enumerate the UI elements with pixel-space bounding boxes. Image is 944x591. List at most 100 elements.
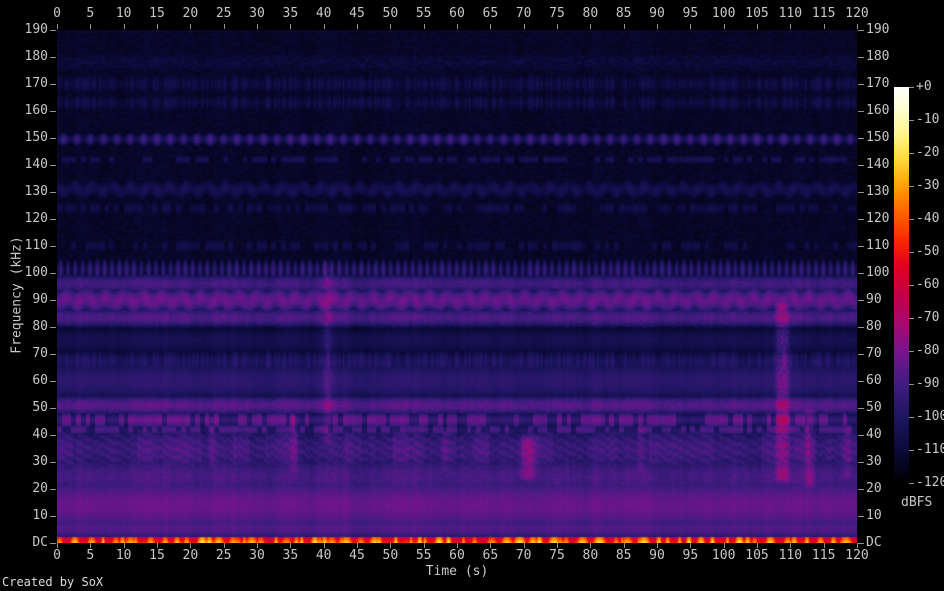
footer-credit: Created by SoX: [2, 575, 104, 589]
x-tick-mark: [357, 24, 358, 29]
y-tick-label: 150: [866, 130, 890, 145]
x-tick-label: 40: [315, 548, 332, 563]
x-tick-label: 50: [382, 6, 399, 21]
y-tick-label: 170: [24, 76, 48, 91]
x-tick-label: 115: [811, 548, 836, 563]
colorbar-tick-mark: [909, 450, 914, 451]
x-tick-mark: [324, 24, 325, 29]
y-tick-mark: [50, 57, 56, 58]
colorbar-tick-mark: [909, 417, 914, 418]
y-tick-label: 30: [866, 454, 882, 469]
colorbar-tick-mark: [909, 252, 914, 253]
y-tick-label: 40: [866, 427, 882, 442]
x-tick-label: 65: [482, 6, 499, 21]
colorbar-tick-label: -120: [916, 475, 944, 490]
y-tick-label: 140: [24, 157, 48, 172]
x-tick-label: 105: [745, 548, 769, 563]
x-tick-mark: [157, 24, 158, 29]
y-tick-label: 90: [866, 292, 882, 307]
x-tick-label: 30: [249, 548, 265, 563]
colorbar-tick-mark: [909, 87, 914, 88]
y-tick-mark: [50, 219, 56, 220]
y-tick-mark: [50, 516, 56, 517]
x-tick-mark: [424, 543, 425, 548]
y-tick-label: 90: [32, 292, 48, 307]
y-tick-label: 110: [866, 238, 890, 253]
y-tick-mark: [50, 462, 56, 463]
colorbar-tick-mark: [909, 219, 914, 220]
colorbar-tick-mark: [909, 120, 914, 121]
y-tick-label: 10: [866, 508, 882, 523]
x-tick-mark: [724, 543, 725, 548]
y-tick-label: 160: [866, 103, 890, 118]
y-tick-mark: [858, 84, 864, 85]
x-tick-label: 80: [582, 548, 599, 563]
x-tick-label: 65: [482, 548, 499, 563]
colorbar-tick-mark: [909, 351, 914, 352]
x-tick-mark: [457, 24, 458, 29]
y-tick-label: 10: [32, 508, 48, 523]
x-tick-label: 70: [515, 6, 532, 21]
x-tick-mark: [690, 24, 691, 29]
y-tick-mark: [50, 246, 56, 247]
x-tick-label: 15: [149, 548, 165, 563]
y-tick-label: 100: [866, 265, 890, 280]
colorbar-tick-mark: [909, 285, 914, 286]
y-tick-label: 180: [24, 49, 48, 64]
x-tick-mark: [424, 24, 425, 29]
x-tick-label: 10: [115, 6, 132, 21]
colorbar-tick-label: -30: [916, 178, 940, 193]
y-tick-label: 20: [866, 481, 882, 496]
x-tick-mark: [524, 24, 525, 29]
x-tick-label: 95: [682, 548, 699, 563]
spectrogram-canvas: [57, 30, 857, 543]
colorbar-tick-label: -60: [916, 277, 940, 292]
colorbar-tick-mark: [909, 153, 914, 154]
x-tick-label: 45: [349, 548, 365, 563]
y-tick-mark: [50, 273, 56, 274]
y-tick-mark: [50, 192, 56, 193]
y-tick-label: 40: [32, 427, 48, 442]
x-tick-mark: [624, 24, 625, 29]
x-tick-mark: [124, 543, 125, 548]
x-tick-label: 80: [582, 6, 599, 21]
y-tick-mark: [50, 381, 56, 382]
y-tick-label: 80: [32, 319, 48, 334]
y-tick-label: 80: [866, 319, 882, 334]
x-tick-mark: [657, 24, 658, 29]
colorbar-gradient: [894, 87, 909, 483]
y-tick-label: 100: [24, 265, 48, 280]
y-tick-label: 60: [866, 373, 882, 388]
x-tick-label: 60: [449, 6, 465, 21]
x-tick-mark: [90, 543, 91, 548]
y-tick-mark: [858, 57, 864, 58]
y-tick-mark: [858, 435, 864, 436]
x-tick-label: 25: [215, 6, 232, 21]
y-tick-label: 180: [866, 49, 890, 64]
x-tick-mark: [824, 543, 825, 548]
x-tick-mark: [190, 543, 191, 548]
x-tick-label: 35: [282, 6, 299, 21]
x-tick-mark: [224, 24, 225, 29]
x-tick-label: 100: [711, 548, 736, 563]
colorbar-tick-mark: [909, 384, 914, 385]
y-tick-mark: [858, 192, 864, 193]
x-tick-label: 20: [182, 6, 199, 21]
x-tick-mark: [857, 24, 858, 29]
y-tick-label: 150: [24, 130, 48, 145]
x-tick-label: 100: [711, 6, 736, 21]
x-tick-label: 60: [449, 548, 465, 563]
x-tick-mark: [290, 543, 291, 548]
y-tick-mark: [858, 246, 864, 247]
x-tick-mark: [590, 543, 591, 548]
y-tick-label: 120: [24, 211, 48, 226]
y-tick-label: DC: [32, 535, 48, 550]
x-tick-mark: [190, 24, 191, 29]
x-tick-mark: [290, 24, 291, 29]
colorbar-tick-label: -70: [916, 310, 940, 325]
y-tick-mark: [858, 489, 864, 490]
colorbar-tick-mark: [909, 483, 914, 484]
x-tick-label: 35: [282, 548, 299, 563]
x-tick-label: 10: [115, 548, 132, 563]
